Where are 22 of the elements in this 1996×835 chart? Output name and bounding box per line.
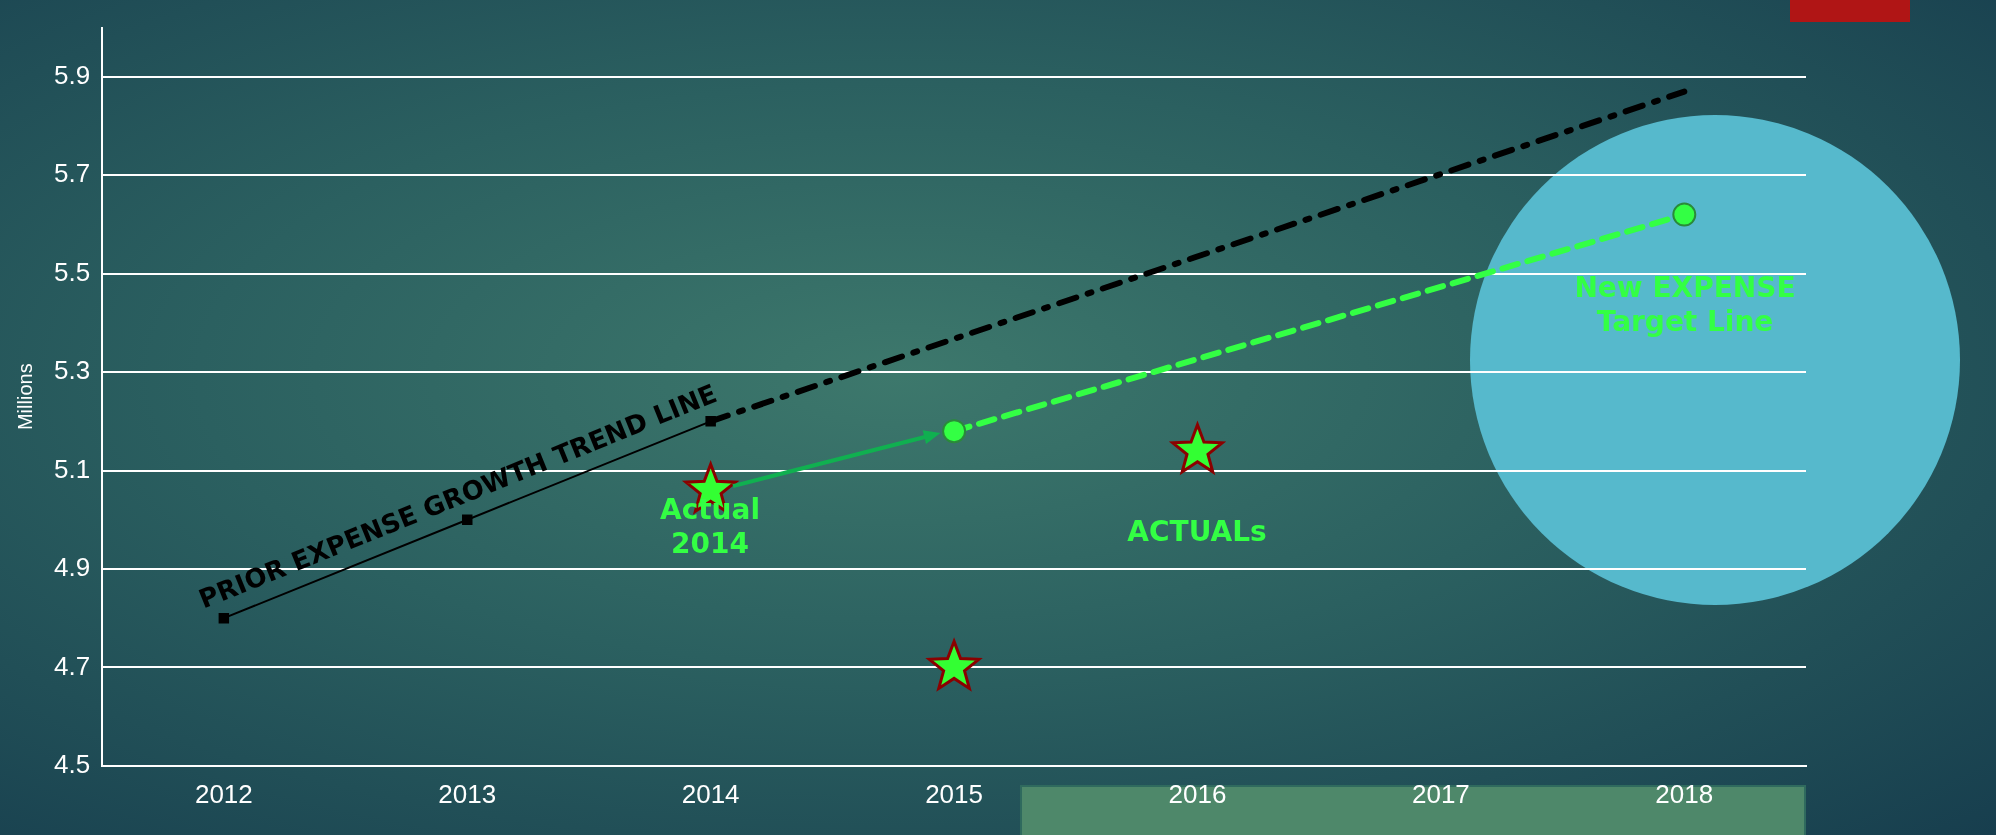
y-tick-label: 4.7: [53, 650, 91, 681]
y-tick-label: 5.5: [53, 256, 91, 287]
point: [1672, 202, 1697, 227]
y-tick-label: 5.7: [53, 158, 91, 189]
annotation: ACTUALs: [1127, 515, 1267, 549]
x-tick-label: 2014: [681, 778, 740, 809]
point: [942, 419, 967, 444]
y-tick-label: 4.9: [53, 552, 91, 583]
y-tick-label: 5.9: [53, 59, 91, 90]
annotation: Actual 2014: [659, 493, 761, 561]
x-tick-label: 2016: [1168, 778, 1227, 809]
y-tick-label: 4.5: [53, 748, 91, 779]
annotation: New EXPENSE Target Line: [1574, 271, 1796, 339]
x-tick-label: 2018: [1655, 778, 1714, 809]
y-tick-label: 5.1: [53, 453, 91, 484]
x-tick-label: 2012: [194, 778, 253, 809]
y-tick-label: 5.3: [53, 355, 91, 386]
x-tick-label: 2017: [1411, 778, 1470, 809]
x-tick-label: 2015: [925, 778, 983, 809]
point: [218, 612, 230, 624]
y-axis-title: Millions: [13, 363, 36, 431]
x-tick-label: 2013: [438, 778, 497, 809]
